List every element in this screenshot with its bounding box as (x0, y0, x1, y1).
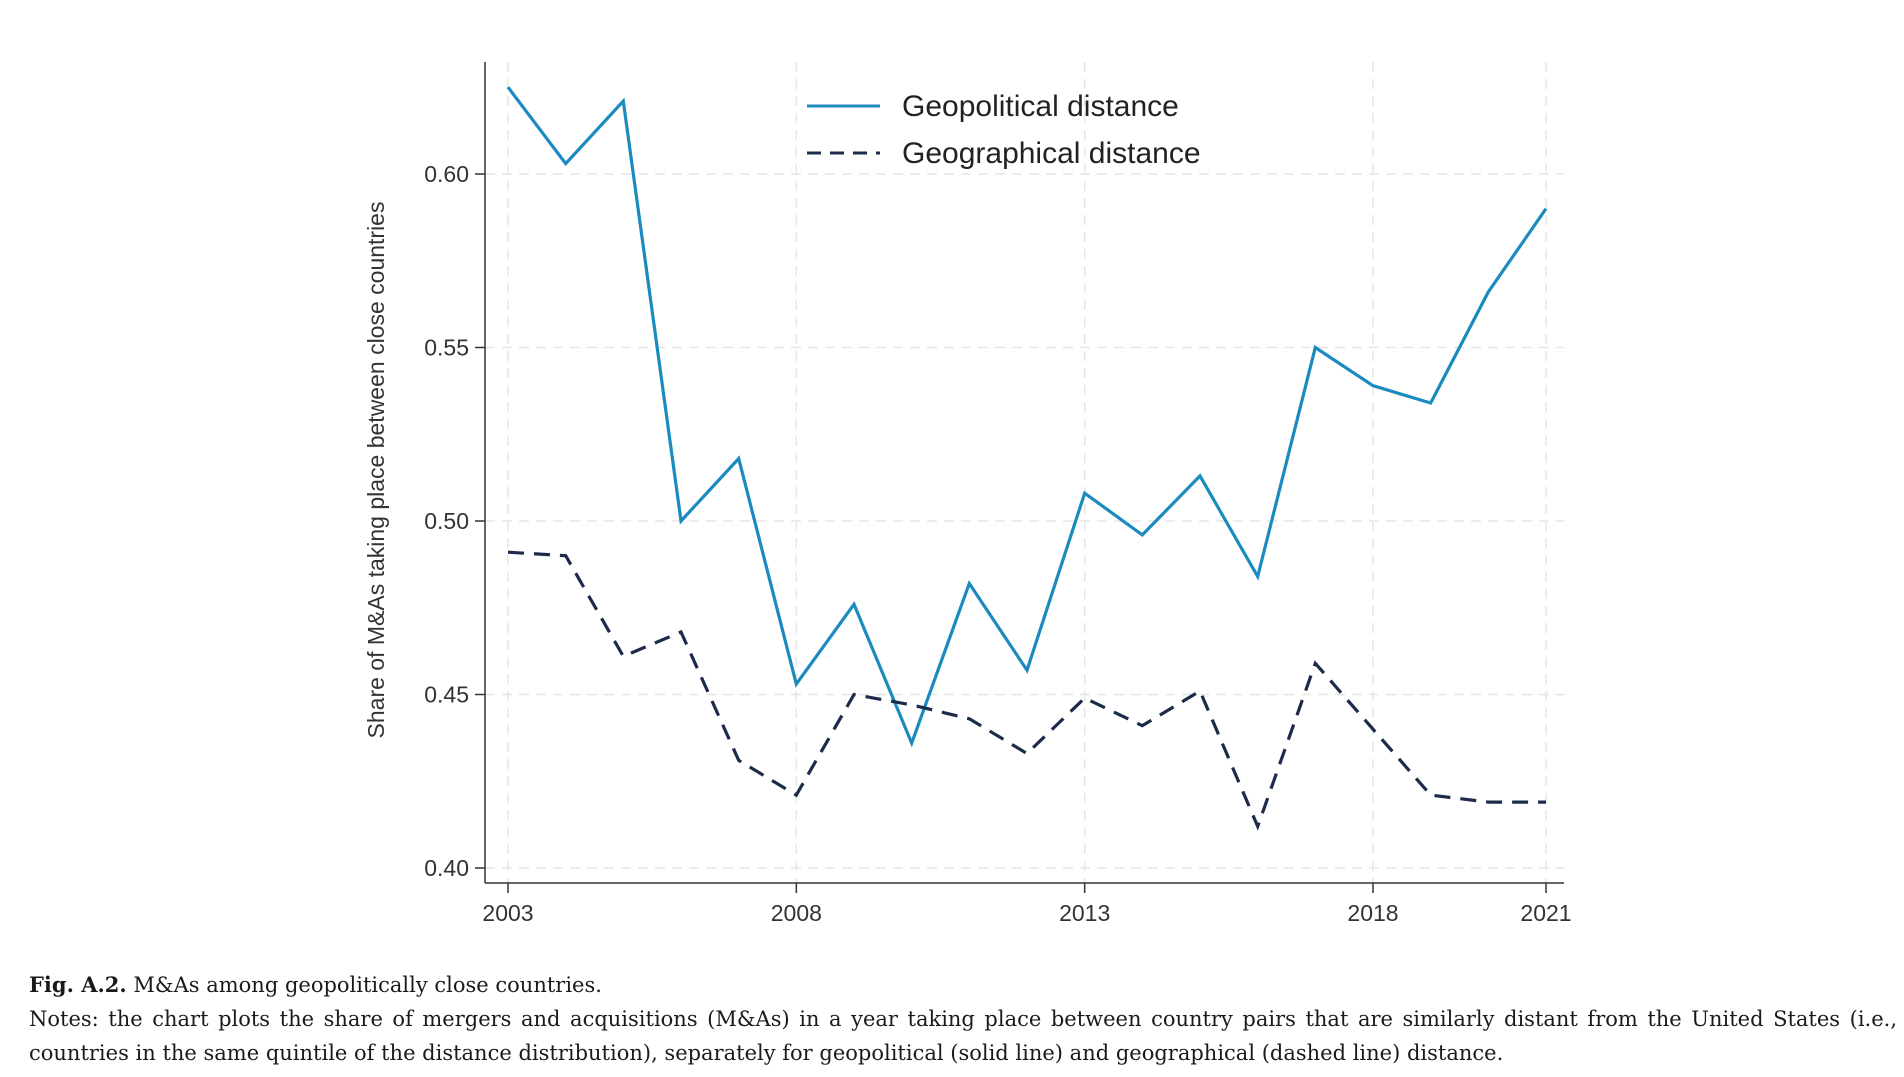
caption-title-line: Fig. A.2. M&As among geopolitically clos… (29, 968, 1897, 1002)
y-tick-label: 0.40 (424, 855, 469, 881)
x-tick-label: 2021 (1520, 900, 1571, 926)
y-tick-label: 0.50 (424, 508, 469, 534)
y-axis-label: Share of M&As taking place between close… (363, 202, 389, 739)
x-tick-label: 2003 (482, 900, 533, 926)
x-tick-label: 2013 (1059, 900, 1110, 926)
figure-label: Fig. A.2. (29, 972, 127, 997)
series-line-geographical (507, 550, 1546, 831)
legend-label-geopolitical: Geopolitical distance (902, 90, 1179, 123)
figure-caption: Fig. A.2. M&As among geopolitically clos… (29, 968, 1897, 1070)
x-tick-label: 2008 (771, 900, 822, 926)
gridlines (485, 62, 1564, 883)
x-tick-label: 2018 (1347, 900, 1398, 926)
series-lines (506, 86, 1548, 831)
legend-label-geographical: Geographical distance (902, 137, 1201, 170)
line-chart: 0.40 0.45 0.50 0.55 0.60 2003 2008 2013 2018 2021… (363, 62, 1572, 926)
series-line-geopolitical (506, 86, 1548, 748)
y-tick-label: 0.55 (424, 335, 469, 361)
axes (484, 62, 1564, 884)
axis-ticks: 0.40 0.45 0.50 0.55 0.60 2003 2008 2013 2018 2021 (424, 161, 1571, 926)
y-tick-label: 0.60 (424, 161, 469, 187)
figure-notes: Notes: the chart plots the share of merg… (29, 1007, 1897, 1065)
y-tick-label: 0.45 (424, 682, 469, 708)
figure-title: M&As among geopolitically close countrie… (133, 973, 602, 997)
legend: Geopolitical distance Geographical dista… (807, 90, 1201, 170)
